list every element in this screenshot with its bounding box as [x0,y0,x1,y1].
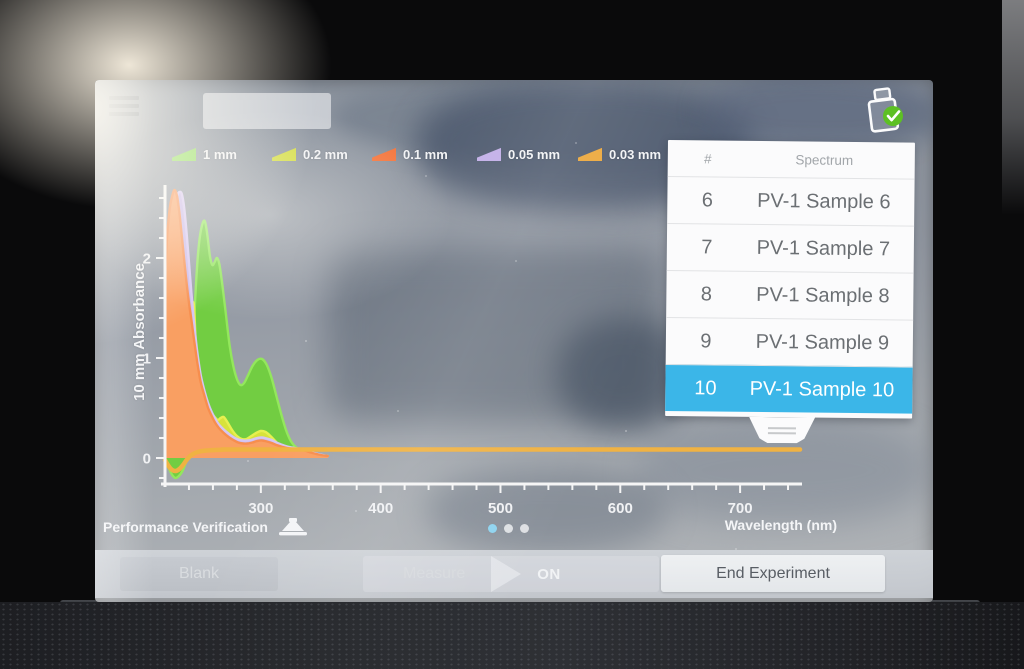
page-dot-active [488,524,497,533]
measure-state: ON [537,565,561,583]
legend-label: 0.05 mm [508,146,561,162]
page-dot [520,524,529,533]
legend-swatch [372,147,396,161]
svg-text:400: 400 [368,500,393,517]
legend-swatch [172,147,196,161]
device-chin [0,602,1024,669]
legend-item-005mm[interactable]: 0.05 mm [477,144,578,164]
sample-number: 10 [694,376,717,400]
sample-list-header: # Spectrum [668,140,915,179]
end-experiment-button[interactable]: End Experiment [661,555,885,592]
legend-item-02mm[interactable]: 0.2 mm [272,144,372,164]
sample-row-7[interactable]: 7 PV-1 Sample 7 [666,222,915,273]
legend-item-01mm[interactable]: 0.1 mm [372,144,477,164]
sample-row-10-selected[interactable]: 10 PV-1 Sample 10 [665,363,913,414]
legend-label: 0.03 mm [609,146,662,162]
legend-label: 0.1 mm [403,146,448,162]
sample-name: PV-1 Sample 7 [756,236,891,260]
arrow-right-icon [491,556,522,592]
svg-text:600: 600 [608,500,633,517]
performance-verification-label: Performance Verification [103,517,308,537]
measure-button[interactable]: Measure ON [363,556,659,592]
dust-specks [95,80,97,82]
sample-name: PV-1 Sample 8 [756,283,890,307]
column-header-number: # [703,150,712,166]
title-tab[interactable] [203,93,331,129]
sample-name: PV-1 Sample 9 [755,330,890,354]
sample-name: PV-1 Sample 10 [749,377,895,401]
legend-swatch [477,147,501,161]
menu-hamburger-icon[interactable] [109,96,141,120]
sample-number: 9 [700,329,712,352]
y-axis-label: 10 mm Absorbance [131,263,148,401]
sample-row-6[interactable]: 6 PV-1 Sample 6 [667,175,915,226]
page-indicator[interactable] [488,524,529,533]
svg-text:500: 500 [488,500,513,517]
svg-text:300: 300 [248,500,273,517]
legend-item-003mm[interactable]: 0.03 mm [578,144,678,164]
sample-number: 7 [701,235,713,258]
legend-item-1mm[interactable]: 1 mm [172,144,272,164]
svg-text:700: 700 [728,500,753,517]
x-axis-label: Wavelength (nm) [724,517,837,533]
bottom-toolbar: Blank Measure ON End Experiment [95,550,933,598]
sample-row-9[interactable]: 9 PV-1 Sample 9 [665,316,914,367]
legend-swatch [578,147,602,161]
legend-label: 0.2 mm [303,146,348,162]
bezel-edge [1002,0,1024,215]
sample-number: 6 [701,188,714,211]
blank-button[interactable]: Blank [120,557,278,591]
sample-list-card: # Spectrum 6 PV-1 Sample 6 7 PV-1 Sample… [665,140,915,419]
legend-swatch [272,147,296,161]
pathlength-legend: 1 mm 0.2 mm 0.1 mm 0.05 mm 0.03 mm [172,144,678,164]
touchscreen: 1 mm 0.2 mm 0.1 mm 0.05 mm 0.03 mm 10 mm… [95,80,933,602]
legend-label: 1 mm [203,146,237,162]
sample-row-8[interactable]: 8 PV-1 Sample 8 [666,269,914,320]
sample-name: PV-1 Sample 6 [757,189,891,213]
svg-text:0: 0 [143,451,151,468]
sample-number: 8 [700,282,713,305]
page-dot [504,524,513,533]
sample-check-icon[interactable] [858,85,912,139]
pedestal-icon [278,518,307,536]
sample-list-panel: # Spectrum 6 PV-1 Sample 6 7 PV-1 Sample… [665,140,915,419]
column-header-spectrum: Spectrum [795,151,854,168]
measure-label: Measure [403,565,466,582]
